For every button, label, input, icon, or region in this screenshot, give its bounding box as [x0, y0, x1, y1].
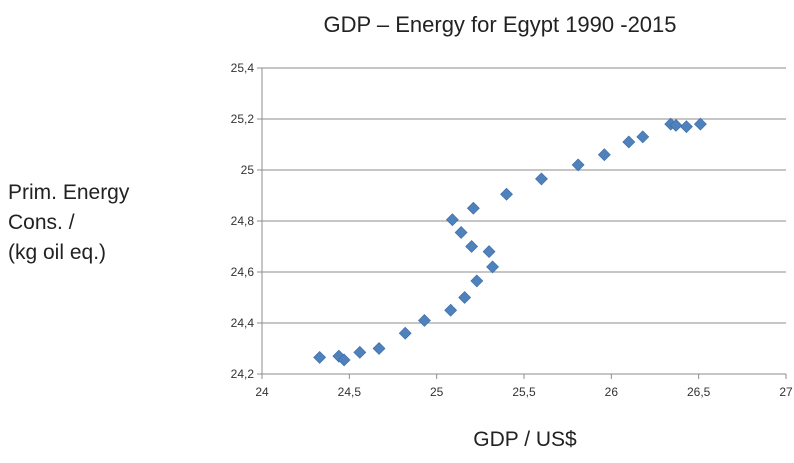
data-point [669, 118, 683, 132]
data-point [313, 351, 327, 364]
data-point [500, 187, 513, 201]
data-point [418, 314, 431, 327]
chart-title: GDP – Energy for Egypt 1990 -2015 [323, 12, 677, 37]
x-tick-label: 25,5 [512, 385, 536, 399]
data-point [454, 226, 468, 239]
x-tick-label: 27 [779, 385, 793, 399]
y-axis-label-line-2: Cons. / [8, 211, 75, 234]
data-point [486, 260, 499, 274]
y-tick-label: 24,8 [231, 214, 255, 228]
x-tick-label: 24,5 [338, 385, 362, 399]
y-axis-label: Prim. Energy Cons. / (kg oil eq.) [8, 178, 178, 268]
y-axis-label-line-1: Prim. Energy [8, 181, 130, 204]
data-point [636, 130, 650, 144]
y-tick-label: 24,4 [231, 316, 255, 330]
y-tick-label: 25,2 [231, 112, 255, 126]
data-point [482, 245, 496, 259]
data-point [465, 240, 479, 253]
x-tick-label: 26 [605, 385, 619, 399]
x-tick-label: 24 [255, 385, 269, 399]
data-point [444, 303, 458, 317]
tick-labels: 24,2 24,4 24,6 24,8 25 25,2 25,4 24 24,5 25 25,5 26… [231, 61, 793, 399]
y-tick-label: 25 [241, 163, 255, 177]
y-tick-label: 24,6 [231, 265, 255, 279]
data-point [466, 201, 480, 215]
data-point [398, 326, 412, 340]
x-tick-label: 25 [430, 385, 444, 399]
data-point [458, 291, 472, 304]
data-point [597, 148, 611, 162]
y-tick-label: 25,4 [231, 61, 255, 75]
y-tick-label: 24,2 [231, 367, 255, 381]
data-point [337, 353, 351, 367]
x-axis-label: GDP / US$ [473, 428, 577, 451]
data-point [693, 117, 707, 131]
data-points [313, 117, 707, 367]
data-point [622, 135, 636, 149]
data-point [571, 158, 585, 172]
gridlines [262, 67, 786, 324]
data-point [445, 213, 459, 227]
data-point [680, 120, 693, 134]
y-axis-label-line-3: (kg oil eq.) [8, 241, 107, 264]
axes [257, 67, 787, 379]
data-point [372, 342, 386, 355]
data-point [470, 274, 484, 288]
x-tick-label: 26,5 [687, 385, 711, 399]
data-point [535, 172, 548, 186]
data-point [353, 345, 367, 359]
